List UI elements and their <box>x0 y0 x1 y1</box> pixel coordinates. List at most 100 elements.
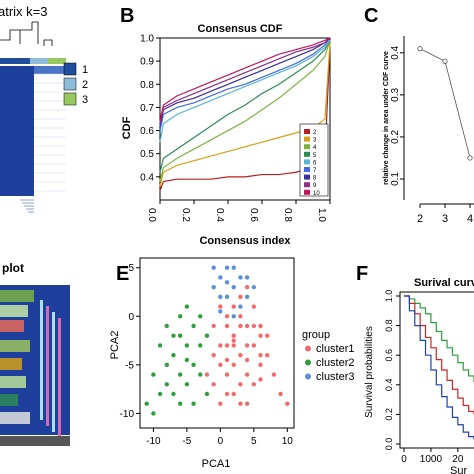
e-point <box>204 372 210 377</box>
e-point <box>211 382 216 387</box>
b-series-line <box>159 37 331 131</box>
b-series-line <box>159 39 331 143</box>
e-point <box>177 401 183 406</box>
b-legend-swatch <box>304 182 310 188</box>
legend-swatch-3 <box>63 92 77 106</box>
e-legend-label: cluster3 <box>316 371 355 383</box>
d-bar <box>0 394 18 406</box>
e-point <box>244 275 250 280</box>
b-legend-label: 9 <box>313 183 317 189</box>
b-legend-swatch <box>304 129 310 134</box>
d-bar <box>0 290 34 302</box>
e-point <box>218 304 223 309</box>
e-point <box>238 294 243 300</box>
e-point <box>177 372 183 377</box>
legend-swatch-2 <box>63 77 77 91</box>
e-point <box>177 314 183 319</box>
b-series-line <box>159 37 331 124</box>
legend-label-3: 3 <box>82 94 88 106</box>
f-xtick-label: 1000 <box>420 454 443 465</box>
e-point <box>251 304 257 309</box>
e-point <box>198 314 203 319</box>
e-point <box>258 323 263 329</box>
e-xtick-label: -10 <box>146 436 161 447</box>
e-point <box>218 294 223 300</box>
panel-f-title: Surival curv <box>414 277 474 289</box>
d-bar <box>0 412 30 424</box>
e-point <box>191 401 196 406</box>
e-point <box>244 372 250 377</box>
panel-a-title: atrix k=3 <box>0 4 48 19</box>
e-point <box>224 294 230 300</box>
f-ytick-label: 1.0 <box>384 290 394 303</box>
e-point <box>251 382 257 387</box>
e-point <box>251 323 257 329</box>
panel-f-xlabel: Sur <box>450 465 467 474</box>
panel-e-ylabel: PCA2 <box>109 331 121 360</box>
legend-label-1: 1 <box>82 64 88 76</box>
panel-e-legend-title: group <box>302 329 330 341</box>
b-xtick-label: 0.4 <box>214 208 225 222</box>
e-point <box>191 323 196 329</box>
legend-label-2: 2 <box>82 79 88 91</box>
d-bar <box>0 376 26 388</box>
panel-b-axes: 0.0 0.2 0.4 0.6 0.8 1.0 0.4 0.5 0.6 0.7 0.8 0.9 1.0 <box>140 34 331 222</box>
e-point <box>177 333 183 338</box>
c-ytick-label: 0.4 <box>390 45 401 59</box>
b-legend-label: 6 <box>313 160 317 166</box>
f-ytick-label: 0.2 <box>384 408 394 421</box>
e-point <box>164 362 169 368</box>
d-stripe <box>52 312 55 432</box>
e-point <box>238 352 243 358</box>
b-ytick-label: 0.6 <box>140 126 154 137</box>
f-survival-line <box>404 295 474 415</box>
f-xtick-label: 0 <box>401 454 407 465</box>
panel-e: E -10 -5 0 5 10 -10 -5 0 5 PCA1 PCA2 group clust… <box>109 257 355 470</box>
d-bar <box>0 358 22 370</box>
b-series-line <box>159 37 331 127</box>
panel-b-title: Consensus CDF <box>198 23 283 35</box>
panel-f-axes: 0.0 0.2 0.4 0.6 0.8 1.0 0 1000 20 <box>384 290 464 465</box>
e-point <box>231 362 236 368</box>
panel-f-letter: F <box>356 263 368 285</box>
e-point <box>231 265 236 270</box>
e-legend-dot <box>305 359 311 366</box>
f-ytick-label: 0.8 <box>384 319 394 332</box>
b-legend-swatch <box>304 174 310 180</box>
e-point <box>171 333 176 338</box>
e-point <box>244 323 250 329</box>
e-point <box>224 357 230 363</box>
e-point <box>157 391 163 397</box>
b-ytick-label: 0.7 <box>140 103 154 114</box>
e-xtick-label: 0 <box>218 436 224 447</box>
b-xtick-label: 0.2 <box>180 208 191 222</box>
e-point <box>231 333 236 338</box>
c-xtick-label: 3 <box>442 213 448 225</box>
dendrogram <box>0 21 53 46</box>
b-legend-label: 2 <box>313 130 317 136</box>
e-point <box>244 357 250 363</box>
e-point <box>184 357 190 363</box>
d-stripe <box>46 306 49 426</box>
e-point <box>238 314 243 319</box>
f-ytick-label: 0.6 <box>384 349 394 362</box>
b-legend-swatch <box>304 151 310 157</box>
e-point <box>218 309 223 314</box>
e-point <box>231 343 236 348</box>
e-point <box>224 314 230 319</box>
panel-e-legend: cluster1 cluster2 cluster3 <box>305 343 355 383</box>
b-legend-label: 3 <box>313 138 317 144</box>
d-stripe <box>40 300 43 420</box>
e-point <box>231 314 236 319</box>
e-point <box>171 391 176 397</box>
e-ytick-label: -10 <box>120 409 135 420</box>
b-ytick-label: 0.9 <box>140 57 154 68</box>
d-bar <box>0 320 24 332</box>
panel-c-letter: C <box>364 5 378 27</box>
b-ytick-label: 1.0 <box>140 34 154 45</box>
b-xtick-label: 0.0 <box>146 208 157 222</box>
e-point <box>224 323 230 329</box>
c-ytick-label: 0.1 <box>390 172 401 186</box>
b-series-line <box>159 37 331 122</box>
